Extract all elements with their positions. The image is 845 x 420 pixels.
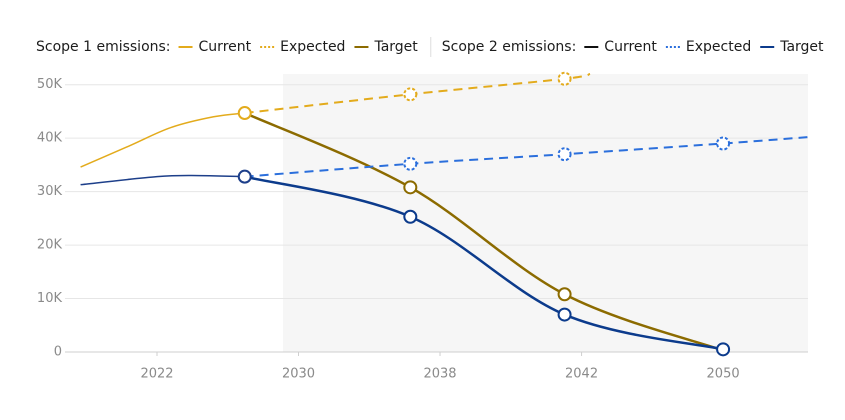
x-tick-label: 2038: [423, 367, 456, 382]
x-tick-label: 2042: [565, 367, 598, 382]
data-point: [403, 87, 418, 102]
legend-label: Expected: [280, 39, 345, 55]
y-tick-label: 10K: [37, 291, 63, 306]
y-tick-label: 0: [54, 345, 62, 360]
data-point: [557, 147, 572, 162]
series-line: [244, 136, 809, 178]
legend-group-title: Scope 2 emissions:: [442, 39, 577, 55]
legend-label: Expected: [686, 39, 751, 55]
legend-label: Current: [604, 39, 657, 55]
data-point: [237, 106, 252, 121]
series-line: [80, 174, 245, 186]
y-tick-label: 20K: [37, 238, 63, 253]
series-line: [244, 111, 724, 352]
data-point: [403, 156, 418, 171]
x-tick-label: 2030: [282, 367, 315, 382]
legend-label: Current: [199, 39, 252, 55]
data-point: [403, 209, 418, 224]
data-point: [237, 169, 252, 184]
legend-label: Target: [373, 39, 418, 55]
x-tick-label: 2050: [707, 367, 740, 382]
y-tick-label: 40K: [37, 131, 63, 146]
forecast-region: [283, 74, 808, 352]
legend-label: Target: [779, 39, 824, 55]
x-tick-label: 2022: [140, 367, 173, 382]
data-point: [557, 71, 572, 86]
data-point: [716, 342, 731, 357]
data-point: [403, 180, 418, 195]
series-line: [244, 73, 591, 115]
series-line: [80, 112, 245, 168]
legend-group-title: Scope 1 emissions:: [36, 39, 171, 55]
data-point: [716, 136, 731, 151]
data-point: [557, 307, 572, 322]
y-tick-label: 30K: [37, 184, 63, 199]
data-point: [557, 287, 572, 302]
y-tick-label: 50K: [37, 77, 63, 92]
series-line: [244, 175, 724, 351]
